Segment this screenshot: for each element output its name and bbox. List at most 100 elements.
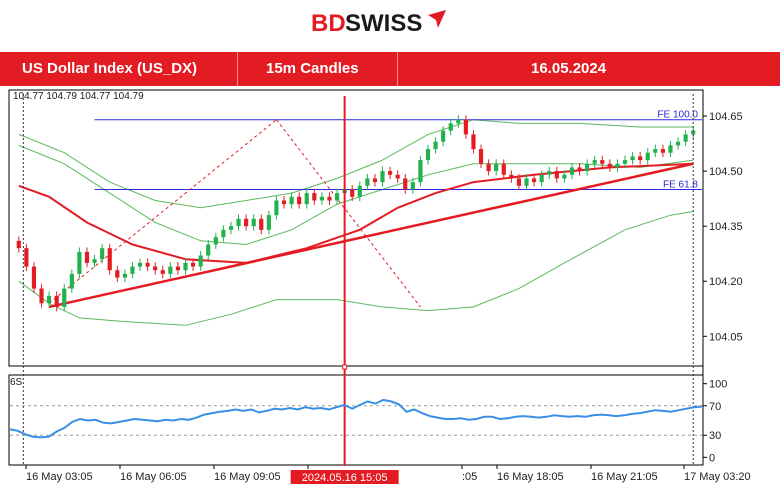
candle-body: [107, 248, 112, 271]
candle-body: [471, 134, 476, 150]
candle-body: [478, 149, 484, 164]
date-label: 16.05.2024: [531, 60, 607, 77]
candle-body: [441, 130, 446, 142]
candle-body: [547, 171, 552, 175]
candle-body: [221, 229, 226, 238]
candle-body: [531, 178, 537, 183]
candle-body: [425, 149, 431, 161]
candle-body: [607, 163, 612, 168]
candle-body: [54, 295, 59, 307]
candle-body: [448, 123, 453, 131]
candle-body: [653, 149, 658, 153]
candle-body: [39, 288, 44, 304]
candle-body: [380, 171, 385, 183]
candle-body: [100, 248, 105, 260]
candle-body: [372, 178, 378, 183]
crosshair-handle: [342, 364, 348, 370]
y-tick-label: 104.50: [709, 166, 743, 178]
candle-body: [206, 244, 211, 256]
candle-body: [16, 240, 21, 249]
candle-body: [638, 156, 643, 161]
candle-body: [516, 178, 522, 186]
candle-body: [388, 171, 393, 175]
candle-body: [327, 196, 332, 201]
candle-body: [168, 266, 173, 274]
fib-level-label: FE 61.8: [663, 179, 698, 190]
candle-body: [585, 163, 590, 172]
candle-body: [259, 218, 264, 230]
candle-body: [47, 295, 52, 304]
candle-body: [675, 141, 681, 146]
candle-body: [62, 288, 67, 307]
candle-body: [494, 163, 499, 172]
bollinger-lower: [18, 211, 694, 326]
x-tick-label: 16 May 06:05: [120, 471, 187, 483]
candle-body: [577, 167, 582, 172]
candle-body: [312, 193, 317, 201]
indicator-y-tick-label: 30: [709, 430, 721, 442]
timeframe-label: 15m Candles: [266, 60, 359, 77]
candle-body: [289, 196, 294, 205]
y-tick-label: 104.20: [709, 276, 743, 288]
candle-body: [24, 248, 29, 267]
indicator-y-tick-label: 70: [709, 401, 721, 413]
indicator-plot-frame: [8, 374, 704, 466]
candle-body: [77, 251, 82, 274]
x-tick-label: 16 May 03:05: [26, 471, 93, 483]
candle-body: [554, 171, 559, 179]
candle-body: [297, 196, 302, 205]
candle-body: [304, 193, 309, 205]
candle-body: [281, 200, 287, 205]
candle-body: [463, 119, 468, 135]
candle-body: [357, 185, 362, 197]
candle-body: [213, 237, 218, 245]
candle-body: [562, 174, 567, 179]
candle-body: [569, 167, 575, 175]
candle-body: [350, 189, 355, 197]
candle-body: [524, 178, 529, 186]
fib-level-label: FE 100.0: [657, 110, 698, 121]
candle-body: [501, 163, 506, 175]
bdswiss-logo: BD SWISS: [311, 10, 446, 37]
candle-body: [660, 149, 665, 153]
crosshair-date-badge: [290, 470, 399, 484]
candle-body: [236, 218, 241, 227]
ohlc-readout: 104.77 104.79 104.77 104.79: [13, 91, 144, 102]
header-divider: [237, 52, 238, 86]
candle-body: [630, 156, 635, 161]
candle-body: [175, 266, 181, 271]
candle-body: [691, 130, 696, 135]
x-tick-label: :05: [462, 471, 477, 483]
candle-body: [145, 262, 150, 267]
candle-body: [365, 178, 370, 186]
indicator-label: 6S: [10, 377, 23, 388]
candle-body: [137, 262, 143, 267]
candle-body: [600, 160, 605, 164]
x-tick-label: 16 May 18:05: [497, 471, 564, 483]
y-tick-label: 104.65: [709, 111, 743, 123]
zigzag-line: [48, 119, 277, 304]
candle-body: [509, 174, 514, 179]
candle-body: [395, 174, 400, 179]
main-plot-frame: [8, 89, 704, 367]
x-tick-label: 16 May 09:05: [214, 471, 281, 483]
logo-arrow-icon: [428, 10, 446, 28]
candle-body: [69, 273, 74, 289]
candle-body: [251, 218, 256, 227]
indicator-y-tick-label: 0: [709, 452, 715, 464]
logo-swiss: SWISS: [345, 10, 422, 37]
candle-body: [92, 259, 97, 263]
main-chart-layer: FE 100.0 FE 61.8: [16, 94, 702, 466]
price-chart: FE 100.0 FE 61.8 104.05 104.20 104.35 104.50…: [0, 86, 780, 500]
candle-body: [228, 226, 234, 230]
candle-body: [668, 145, 673, 153]
candle-body: [31, 266, 37, 289]
candle-body: [122, 273, 127, 278]
instrument-title: US Dollar Index (US_DX): [22, 60, 198, 77]
candle-body: [456, 119, 461, 124]
candle-body: [539, 174, 544, 183]
indicator-y-tick-label: 100: [709, 379, 727, 391]
crosshair-date-label: 2024.05.16 15:05: [302, 472, 388, 484]
x-tick-label: 17 May 03:20: [684, 471, 751, 483]
candle-body: [418, 160, 423, 183]
